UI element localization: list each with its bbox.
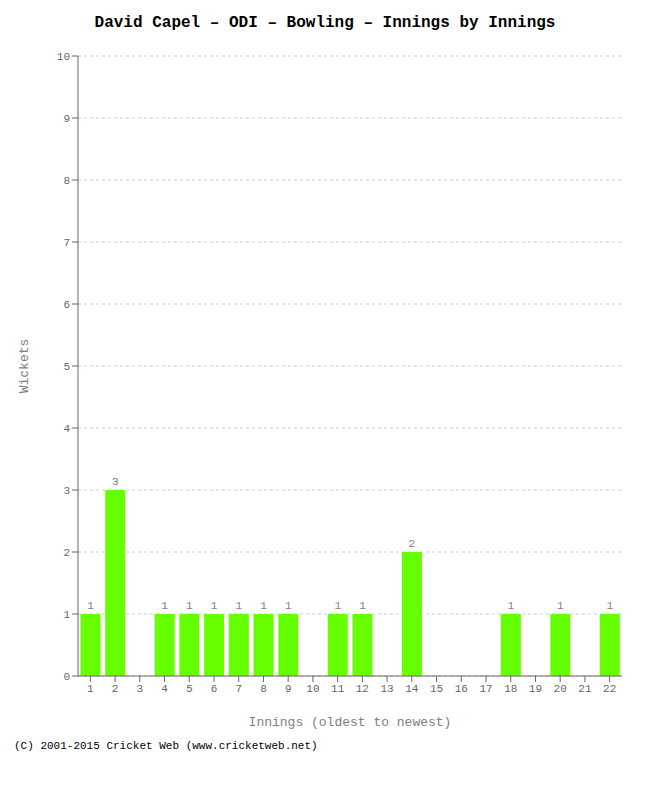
svg-text:3: 3 — [137, 683, 144, 695]
svg-text:6: 6 — [63, 299, 70, 311]
svg-text:1: 1 — [211, 600, 218, 612]
svg-text:8: 8 — [63, 175, 70, 187]
svg-text:1: 1 — [334, 600, 341, 612]
svg-text:Wickets: Wickets — [17, 339, 32, 394]
svg-text:3: 3 — [63, 485, 70, 497]
svg-text:4: 4 — [63, 423, 70, 435]
svg-text:7: 7 — [235, 683, 242, 695]
svg-text:10: 10 — [306, 683, 319, 695]
svg-text:21: 21 — [578, 683, 592, 695]
svg-text:1: 1 — [606, 600, 613, 612]
svg-text:9: 9 — [63, 113, 70, 125]
svg-text:1: 1 — [63, 609, 70, 621]
svg-text:20: 20 — [554, 683, 567, 695]
svg-text:11: 11 — [331, 683, 345, 695]
svg-text:13: 13 — [380, 683, 393, 695]
svg-text:1: 1 — [260, 600, 267, 612]
svg-text:5: 5 — [63, 361, 70, 373]
svg-text:2: 2 — [409, 538, 416, 550]
svg-text:1: 1 — [161, 600, 168, 612]
svg-text:1: 1 — [557, 600, 564, 612]
svg-text:1: 1 — [236, 600, 243, 612]
svg-text:1: 1 — [359, 600, 366, 612]
svg-text:17: 17 — [479, 683, 492, 695]
svg-text:6: 6 — [211, 683, 218, 695]
svg-text:2: 2 — [63, 547, 70, 559]
svg-text:10: 10 — [57, 51, 70, 63]
svg-text:1: 1 — [87, 600, 94, 612]
svg-text:5: 5 — [186, 683, 193, 695]
svg-text:1: 1 — [87, 683, 94, 695]
svg-text:19: 19 — [529, 683, 542, 695]
svg-text:12: 12 — [356, 683, 369, 695]
svg-text:1: 1 — [285, 600, 292, 612]
svg-text:7: 7 — [63, 237, 70, 249]
svg-text:9: 9 — [285, 683, 292, 695]
svg-text:3: 3 — [112, 476, 119, 488]
svg-text:1: 1 — [186, 600, 193, 612]
html-text:(C) 2001-2015 Cricket Web (www: (C) 2001-2015 Cricket Web (www.cricketwe… — [14, 740, 318, 752]
svg-text:0: 0 — [63, 671, 70, 683]
svg-text:2: 2 — [112, 683, 119, 695]
svg-text:16: 16 — [455, 683, 468, 695]
svg-text:22: 22 — [603, 683, 616, 695]
svg-text:14: 14 — [405, 683, 419, 695]
svg-text:Innings (oldest to newest): Innings (oldest to newest) — [249, 715, 452, 730]
svg-text:8: 8 — [260, 683, 267, 695]
svg-text:18: 18 — [504, 683, 517, 695]
svg-text:4: 4 — [161, 683, 168, 695]
svg-text:15: 15 — [430, 683, 443, 695]
svg-text:1: 1 — [508, 600, 515, 612]
html-text:David Capel – ODI – Bowling –: David Capel – ODI – Bowling – Innings by… — [94, 14, 556, 32]
